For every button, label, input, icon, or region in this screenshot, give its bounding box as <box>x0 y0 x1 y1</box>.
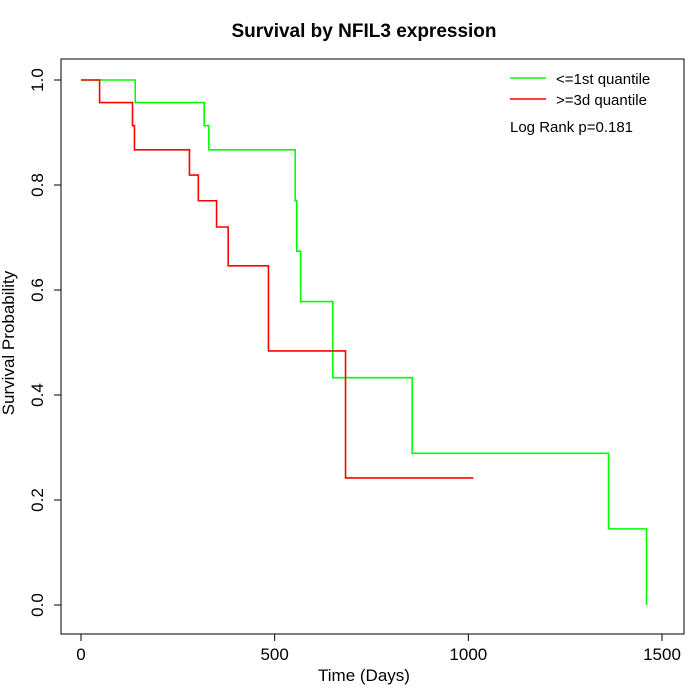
chart-title: Survival by NFIL3 expression <box>231 21 496 42</box>
y-axis: 0.0 0.2 0.4 0.6 0.8 1.0 <box>28 68 62 617</box>
x-tick-label: 1000 <box>449 645 487 664</box>
y-tick-label: 1.0 <box>28 68 47 92</box>
legend-label-high: >=3d quantile <box>556 92 647 109</box>
series-high-quantile-curve <box>81 79 474 479</box>
series-low-quantile-curve <box>81 79 648 605</box>
legend-label-low: <=1st quantile <box>556 71 650 88</box>
y-tick-label: 0.0 <box>28 593 47 617</box>
x-axis-label: Time (Days) <box>318 666 410 685</box>
legend: <=1st quantile >=3d quantile <box>510 71 650 109</box>
y-tick-label: 0.4 <box>28 383 47 407</box>
y-tick-label: 0.6 <box>28 278 47 302</box>
y-tick-label: 0.8 <box>28 173 47 197</box>
y-axis-label: Survival Probability <box>0 270 18 415</box>
x-tick-label: 500 <box>260 645 288 664</box>
plot-frame <box>60 58 685 635</box>
log-rank-annotation: Log Rank p=0.181 <box>510 119 633 136</box>
x-axis: 0 500 1000 1500 <box>76 633 681 664</box>
x-tick-label: 1500 <box>643 645 681 664</box>
y-tick-label: 0.2 <box>28 488 47 512</box>
x-tick-label: 0 <box>76 645 85 664</box>
series-layer <box>81 79 648 605</box>
